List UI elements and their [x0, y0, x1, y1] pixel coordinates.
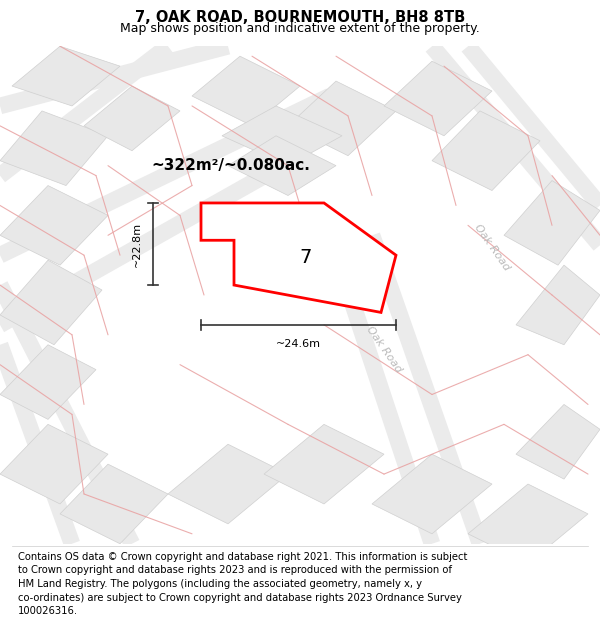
Polygon shape: [84, 86, 180, 151]
Polygon shape: [0, 260, 102, 345]
Polygon shape: [12, 46, 120, 106]
Polygon shape: [60, 464, 168, 544]
Text: ~322m²/~0.080ac.: ~322m²/~0.080ac.: [152, 158, 310, 173]
Polygon shape: [516, 404, 600, 479]
Polygon shape: [168, 444, 288, 524]
Polygon shape: [516, 265, 600, 345]
Polygon shape: [0, 345, 96, 419]
Polygon shape: [228, 136, 336, 196]
Polygon shape: [264, 424, 384, 504]
Text: Oak Road: Oak Road: [364, 325, 404, 375]
Text: ~22.8m: ~22.8m: [132, 221, 142, 267]
Text: Contains OS data © Crown copyright and database right 2021. This information is : Contains OS data © Crown copyright and d…: [18, 552, 467, 616]
Polygon shape: [0, 186, 108, 265]
Polygon shape: [192, 56, 300, 126]
Polygon shape: [372, 454, 492, 534]
Polygon shape: [0, 111, 108, 186]
Polygon shape: [222, 106, 342, 166]
Polygon shape: [468, 484, 588, 564]
Text: Map shows position and indicative extent of the property.: Map shows position and indicative extent…: [120, 22, 480, 35]
Text: 7: 7: [300, 248, 312, 268]
Polygon shape: [504, 181, 600, 265]
Polygon shape: [0, 424, 108, 504]
Polygon shape: [384, 61, 492, 136]
Text: ~24.6m: ~24.6m: [276, 339, 321, 349]
Polygon shape: [288, 81, 396, 156]
Text: 7, OAK ROAD, BOURNEMOUTH, BH8 8TB: 7, OAK ROAD, BOURNEMOUTH, BH8 8TB: [135, 10, 465, 25]
Text: Oak Road: Oak Road: [472, 222, 512, 272]
Polygon shape: [432, 111, 540, 191]
Polygon shape: [201, 203, 396, 312]
